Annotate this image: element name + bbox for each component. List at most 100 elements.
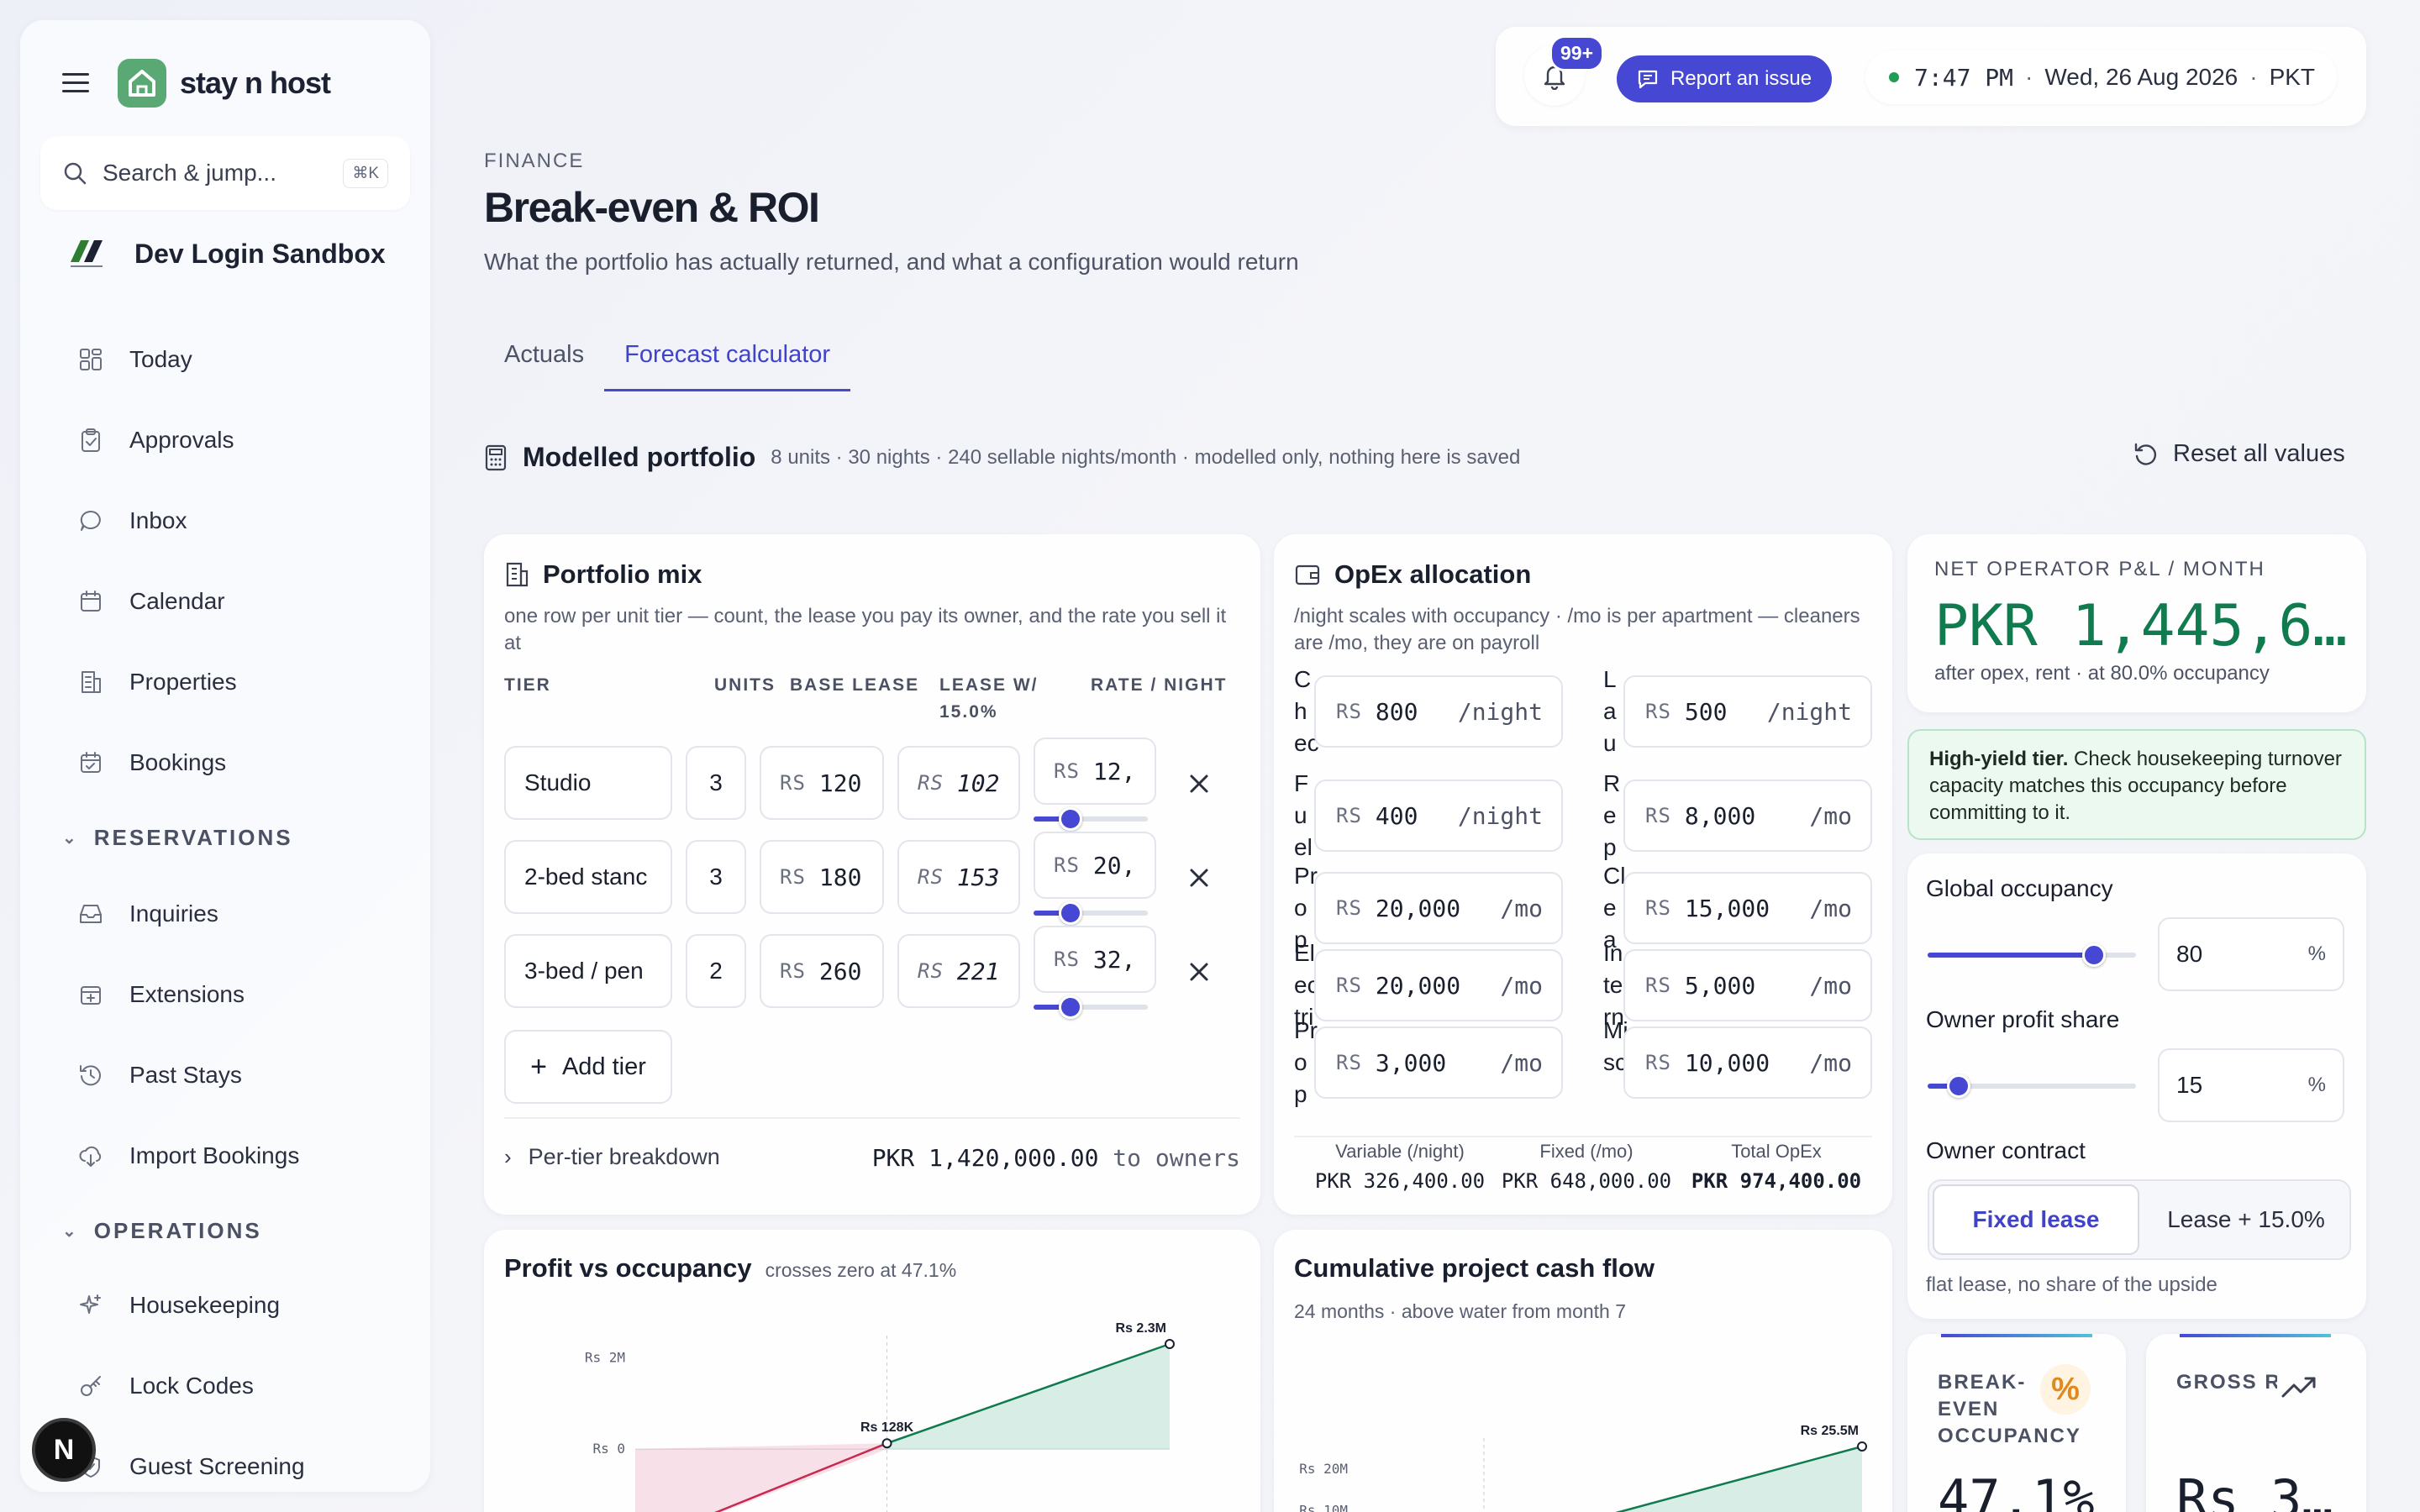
opex-value-input[interactable]: RS 10,000/mo	[1623, 1026, 1872, 1099]
modelled-portfolio-title: Modelled portfolio	[523, 442, 756, 472]
tier-base-lease-input[interactable]: RS 260	[760, 934, 884, 1008]
profit-area	[886, 1344, 1170, 1450]
tier-lease-with-share: RS 221	[897, 934, 1020, 1008]
opex-label: Laundry turnover	[1603, 666, 1617, 756]
tier-rate-input[interactable]: RS 20,	[1034, 832, 1156, 899]
opex-summary-label: Total OpEx	[1731, 1141, 1822, 1162]
search-icon	[64, 162, 87, 185]
tier-rate-slider[interactable]	[1034, 995, 1148, 1019]
tier-rate-slider[interactable]	[1034, 807, 1148, 831]
tier-rate-input[interactable]: RS 12,	[1034, 738, 1156, 805]
opex-value-input[interactable]: RS 800/night	[1314, 675, 1563, 748]
portfolio-mix-card: Portfolio mix one row per unit tier — co…	[484, 534, 1260, 1215]
sidebar-item-housekeeping[interactable]: Housekeeping	[20, 1272, 430, 1339]
slider-handle[interactable]	[1058, 807, 1082, 831]
col-header-lease-with-share: LEASE W/15.0%	[939, 675, 1039, 722]
opex-value-input[interactable]: RS 500/night	[1623, 675, 1872, 748]
owner-profit-share-label: Owner profit share	[1926, 1006, 2120, 1032]
net-pnl-value: PKR 1,445,6…	[1934, 593, 2348, 659]
slider-handle[interactable]	[1058, 995, 1082, 1019]
menu-icon[interactable]	[62, 73, 91, 93]
slider-handle[interactable]	[2082, 943, 2107, 967]
tier-name-input[interactable]: 2-bed stanc	[504, 840, 672, 914]
profit-line	[1615, 1445, 1863, 1512]
tier-name-input[interactable]: Studio	[504, 746, 672, 820]
remove-tier-button[interactable]	[1185, 769, 1213, 798]
contract-fixed-lease-option[interactable]: Fixed lease	[1933, 1184, 2139, 1255]
sidebar-item-guest-screening[interactable]: Guest Screening	[20, 1433, 430, 1492]
slider-handle[interactable]	[1947, 1074, 1971, 1098]
sidebar-item-inbox[interactable]: Inbox	[20, 487, 430, 554]
tier-base-lease-input[interactable]: RS 120	[760, 746, 884, 820]
sidebar-item-extensions[interactable]: Extensions	[20, 961, 430, 1028]
org-switcher[interactable]: Dev Login Sandbox	[67, 237, 386, 270]
owner-profit-share-input[interactable]: 15 %	[2158, 1048, 2344, 1122]
report-issue-button[interactable]: Report an issue	[1617, 55, 1833, 102]
tier-rate-input[interactable]: RS 32,	[1034, 926, 1156, 993]
cloud-download-icon	[77, 1142, 104, 1169]
tier-units-input[interactable]: 3	[686, 746, 746, 820]
section-reservations[interactable]: ⌄ RESERVATIONS	[62, 825, 293, 850]
sidebar-item-lock-codes[interactable]: Lock Codes	[20, 1352, 430, 1420]
tab-bar: Actuals Forecast calculator	[484, 336, 851, 391]
section-operations[interactable]: ⌄ OPERATIONS	[62, 1218, 262, 1243]
opex-allocation-card: OpEx allocation /night scales with occup…	[1274, 534, 1892, 1215]
calendar-plus-icon	[77, 981, 104, 1008]
avatar[interactable]: N	[32, 1418, 96, 1482]
per-tier-breakdown-toggle[interactable]: › Per-tier breakdown	[504, 1144, 720, 1169]
sidebar-item-calendar[interactable]: Calendar	[20, 568, 430, 635]
percent-icon: %	[2040, 1364, 2091, 1415]
opex-value-input[interactable]: RS 20,000/mo	[1314, 949, 1563, 1021]
tab-forecast-calculator[interactable]: Forecast calculator	[604, 336, 851, 391]
sidebar-item-today[interactable]: Today	[20, 326, 430, 393]
sidebar-item-label: Properties	[129, 669, 237, 695]
search-placeholder: Search & jump...	[103, 160, 276, 186]
sidebar-item-properties[interactable]: Properties	[20, 648, 430, 716]
tier-units-input[interactable]: 3	[686, 840, 746, 914]
contract-lease-share-option[interactable]: Lease + 15.0%	[2167, 1206, 2325, 1232]
opex-value-input[interactable]: RS 400/night	[1314, 780, 1563, 852]
tier-units-input[interactable]: 2	[686, 934, 746, 1008]
opex-value-input[interactable]: RS 3,000/mo	[1314, 1026, 1563, 1099]
plus-icon: +	[530, 1050, 547, 1083]
chat-bubble-icon	[77, 507, 104, 534]
opex-label: Repairs & upkeep	[1603, 770, 1621, 860]
data-label: Rs 128K	[860, 1420, 914, 1435]
reset-all-button[interactable]: Reset all values	[2133, 440, 2345, 468]
tab-actuals[interactable]: Actuals	[504, 341, 585, 368]
opex-value-input[interactable]: RS 8,000/mo	[1623, 780, 1872, 852]
chevron-right-icon: ›	[504, 1144, 512, 1169]
remove-tier-button[interactable]	[1185, 958, 1213, 986]
owners-total: PKR 1,420,000.00 to owners	[871, 1144, 1240, 1172]
col-header-units: UNITS	[714, 675, 776, 695]
opex-value-input[interactable]: RS 20,000/mo	[1314, 872, 1563, 944]
owner-profit-share-slider[interactable]	[1928, 1074, 2136, 1098]
global-occupancy-input[interactable]: 80 %	[2158, 917, 2344, 991]
tier-base-lease-input[interactable]: RS 180	[760, 840, 884, 914]
add-tier-button[interactable]: + Add tier	[504, 1030, 672, 1104]
opex-description: /night scales with occupancy · /mo is pe…	[1294, 605, 1860, 654]
slider-handle[interactable]	[1058, 901, 1082, 925]
tier-rate-slider[interactable]	[1034, 901, 1148, 925]
opex-summary-label: Fixed (/mo)	[1539, 1141, 1634, 1162]
global-occupancy-slider[interactable]	[1928, 943, 2136, 967]
search-input[interactable]: Search & jump... ⌘K	[40, 136, 410, 210]
opex-value-input[interactable]: RS 15,000/mo	[1623, 872, 1872, 944]
tier-name-input[interactable]: 3-bed / pen	[504, 934, 672, 1008]
owner-contract-label: Owner contract	[1926, 1137, 2086, 1163]
opex-summary-label: Variable (/night)	[1335, 1141, 1465, 1162]
sidebar-item-bookings[interactable]: Bookings	[20, 729, 430, 796]
remove-tier-button[interactable]	[1185, 864, 1213, 892]
opex-value-input[interactable]: RS 5,000/mo	[1623, 949, 1872, 1021]
sidebar-item-approvals[interactable]: Approvals	[20, 407, 430, 474]
modelled-portfolio-header: Modelled portfolio 8 units · 30 nights ·…	[484, 442, 1520, 473]
sidebar-item-inquiries[interactable]: Inquiries	[20, 880, 430, 948]
net-pnl-subtext: after opex, rent · at 80.0% occupancy	[1934, 662, 2270, 685]
sidebar-item-import-bookings[interactable]: Import Bookings	[20, 1122, 430, 1189]
chart2-subtitle: 24 months · above water from month 7	[1294, 1300, 1627, 1322]
col-header-rate-night: RATE / NIGHT	[1091, 675, 1228, 695]
sidebar-item-past-stays[interactable]: Past Stays	[20, 1042, 430, 1109]
opex-label: Check-in basket	[1294, 666, 1319, 756]
sidebar-header: stay n host	[62, 54, 331, 113]
